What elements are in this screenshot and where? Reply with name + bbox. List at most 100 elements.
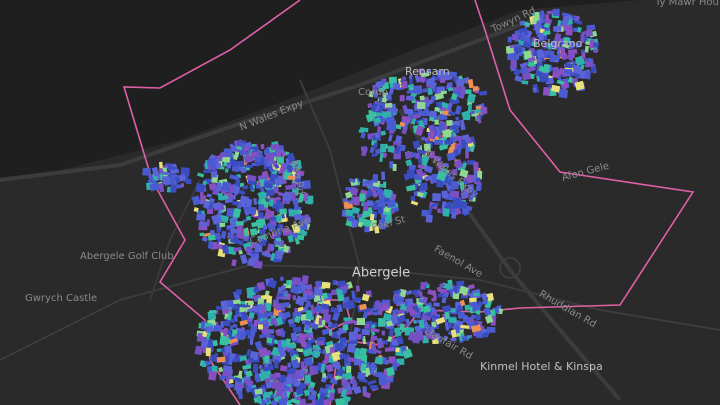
building <box>580 64 585 70</box>
building <box>305 315 315 321</box>
building <box>300 223 308 231</box>
building <box>356 317 366 326</box>
building <box>382 368 388 378</box>
place-label: Ty Mawr Hou <box>654 0 719 8</box>
building <box>195 183 206 193</box>
building <box>254 388 263 395</box>
building <box>359 193 366 202</box>
building <box>405 318 411 327</box>
building <box>429 326 436 334</box>
building <box>521 80 529 85</box>
building <box>384 102 393 108</box>
building <box>550 40 557 50</box>
building <box>201 362 207 368</box>
building <box>374 225 380 234</box>
building <box>322 373 327 378</box>
building <box>302 293 308 302</box>
building <box>299 338 308 348</box>
building <box>475 109 482 114</box>
building <box>361 293 370 302</box>
building <box>447 87 454 92</box>
building <box>467 142 474 148</box>
building <box>355 333 362 340</box>
building <box>437 161 443 166</box>
building <box>278 398 288 405</box>
building <box>283 245 290 253</box>
building <box>441 201 447 211</box>
building <box>323 399 330 405</box>
building <box>567 48 578 55</box>
building <box>410 195 416 202</box>
building <box>198 210 202 215</box>
building <box>297 193 305 203</box>
building <box>223 148 233 158</box>
building <box>345 209 354 217</box>
building <box>313 350 320 359</box>
building <box>414 125 425 137</box>
building <box>462 208 469 215</box>
building <box>381 171 386 181</box>
building <box>309 304 316 314</box>
building <box>435 316 446 325</box>
building <box>431 202 440 208</box>
building <box>205 331 212 341</box>
building <box>242 227 249 237</box>
building <box>456 304 462 314</box>
building <box>395 135 403 144</box>
building <box>399 121 406 127</box>
building <box>316 346 321 351</box>
building <box>371 188 378 198</box>
building <box>382 312 393 322</box>
building <box>368 90 375 98</box>
building <box>216 211 222 220</box>
building <box>337 280 346 287</box>
building <box>174 176 181 184</box>
building <box>343 317 353 321</box>
building <box>295 295 306 306</box>
building <box>424 137 429 143</box>
building <box>519 66 528 75</box>
building <box>202 200 211 209</box>
building <box>467 79 474 89</box>
building <box>479 90 488 96</box>
building <box>527 56 536 63</box>
building <box>216 356 226 363</box>
building <box>301 275 309 285</box>
building <box>289 322 297 329</box>
building <box>469 301 478 307</box>
building <box>462 162 467 168</box>
building <box>251 221 260 228</box>
building <box>236 145 243 151</box>
building <box>453 148 460 157</box>
building <box>254 374 262 383</box>
building <box>522 72 532 81</box>
building <box>261 251 268 256</box>
building <box>266 189 275 197</box>
building <box>530 41 538 47</box>
building <box>342 296 350 302</box>
building <box>431 314 440 320</box>
place-label: Corup <box>358 87 388 98</box>
building <box>287 318 295 325</box>
building <box>263 391 272 399</box>
building <box>418 297 426 304</box>
building <box>230 227 239 234</box>
building <box>369 213 375 221</box>
building <box>433 155 442 162</box>
building <box>199 232 205 237</box>
building <box>246 348 252 357</box>
building <box>210 230 215 236</box>
building <box>407 327 415 333</box>
building <box>320 307 330 315</box>
building <box>226 163 232 169</box>
building <box>507 36 512 43</box>
building <box>373 142 378 149</box>
building <box>355 285 360 292</box>
building <box>273 239 282 246</box>
building <box>434 119 439 125</box>
building <box>458 285 469 296</box>
building <box>232 200 239 206</box>
building <box>267 278 278 289</box>
building <box>459 168 469 178</box>
building <box>467 136 473 144</box>
